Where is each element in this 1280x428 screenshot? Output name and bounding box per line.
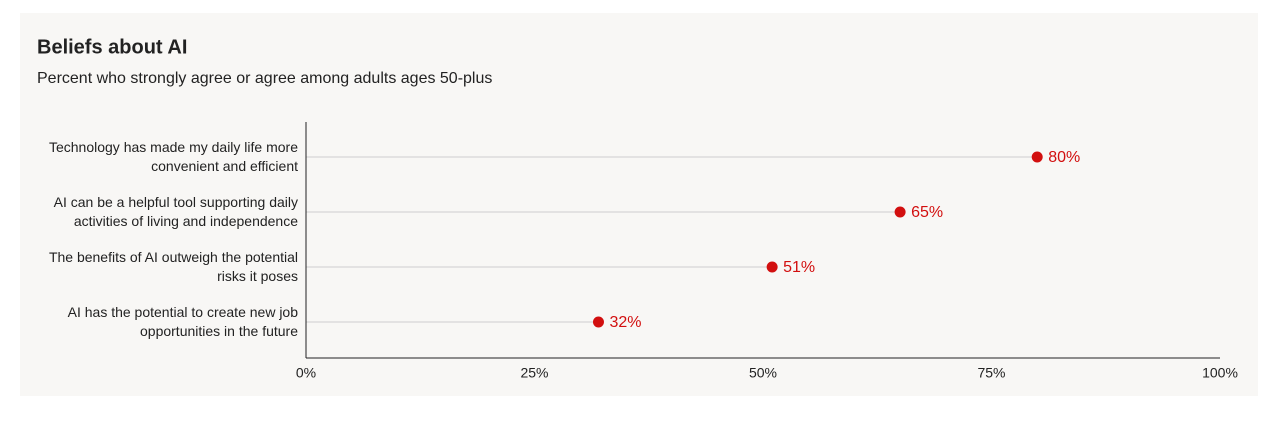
dot	[592, 316, 604, 328]
chart-title: Beliefs about AI	[37, 36, 187, 58]
x-tick-label: 75%	[977, 365, 1005, 381]
value-label: 80%	[1048, 149, 1080, 166]
dot	[894, 206, 906, 218]
value-label: 65%	[911, 204, 943, 221]
x-tick-label: 100%	[1202, 365, 1238, 381]
x-tick-label: 25%	[520, 365, 548, 381]
x-tick-label: 0%	[296, 365, 316, 381]
dot	[1031, 151, 1043, 163]
value-label: 32%	[609, 314, 641, 331]
category-label: AI can be a helpful tool supporting dail…	[53, 194, 298, 229]
category-label: AI has the potential to create new job o…	[67, 304, 298, 339]
category-label: Technology has made my daily life more c…	[48, 139, 298, 174]
x-tick-label: 50%	[749, 365, 777, 381]
category-label: The benefits of AI outweigh the potentia…	[48, 249, 298, 284]
panel	[20, 13, 1258, 396]
value-label: 51%	[783, 259, 815, 276]
chart-subtitle: Percent who strongly agree or agree amon…	[37, 70, 492, 87]
dot	[766, 261, 778, 273]
